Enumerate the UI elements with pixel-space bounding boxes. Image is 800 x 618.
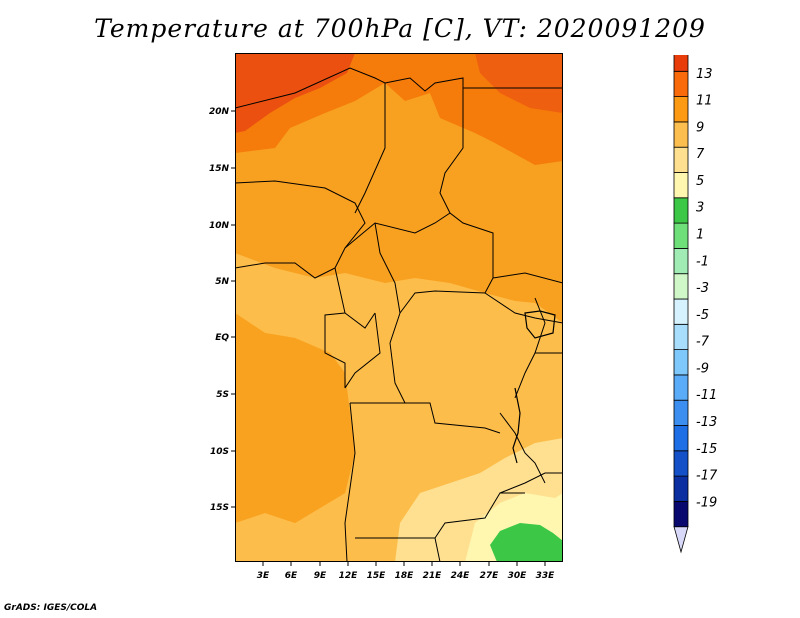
colorbar-cell [673, 399, 689, 426]
lat-label: 5N [215, 277, 229, 287]
colorbar: 15131197531-1-3-5-7-9-11-13-15-17-19 [673, 55, 718, 554]
lat-label: 15S [210, 503, 229, 513]
colorbar-label: 11 [696, 94, 713, 109]
green-patch [490, 523, 563, 562]
colorbar-cell [673, 475, 689, 502]
lon-label: 33E [536, 571, 556, 581]
colorbar-label: -17 [696, 469, 718, 484]
colorbar-label: 3 [696, 201, 704, 216]
colorbar-label: -11 [696, 388, 717, 403]
colorbar-cell [673, 172, 689, 199]
colorbar-cell [673, 500, 689, 528]
lon-label: 6E [285, 571, 298, 581]
colorbar-cell [673, 349, 689, 376]
colorbar-label: -7 [696, 335, 710, 350]
temperature-map [235, 53, 563, 562]
chart-title: Temperature at 700hPa [C], VT: 202009120… [94, 14, 706, 43]
colorbar-cell [673, 374, 689, 401]
colorbar-cell [673, 222, 689, 249]
credit-text: GrADS: IGES/COLA [4, 603, 98, 613]
lon-label: 24E [451, 571, 471, 581]
colorbar-cell [673, 323, 689, 350]
lat-label: EQ [215, 333, 229, 343]
colorbar-cells [673, 55, 689, 554]
colorbar-label: 9 [696, 120, 704, 135]
lat-label: 20N [209, 107, 230, 117]
colorbar-cell [673, 55, 689, 72]
colorbar-label: -9 [696, 361, 709, 376]
lat-label: 15N [209, 164, 230, 174]
lon-label: 27E [480, 571, 500, 581]
lon-label: 12E [339, 571, 359, 581]
colorbar-cell [673, 121, 689, 148]
colorbar-label: -5 [696, 308, 709, 323]
lon-label: 9E [314, 571, 327, 581]
colorbar-label: 7 [696, 147, 705, 162]
lat-label: 10N [209, 221, 230, 231]
colorbar-label: -1 [696, 254, 709, 269]
colorbar-cell [673, 247, 689, 275]
colorbar-cell [673, 197, 689, 224]
hot-region-ne [475, 53, 563, 113]
lon-label: 18E [395, 571, 415, 581]
lon-label: 21E [423, 571, 443, 581]
colorbar-cell [673, 425, 689, 452]
colorbar-cell [673, 70, 689, 97]
colorbar-cell [673, 273, 689, 300]
colorbar-label: 13 [696, 67, 713, 82]
colorbar-label: -15 [696, 442, 717, 457]
colorbar-end-triangle [673, 526, 689, 554]
map-frame [235, 53, 563, 562]
colorbar-cell [673, 96, 689, 123]
lake-outlines [512, 310, 556, 464]
colorbar-label: -3 [696, 281, 709, 296]
west-central-tongue [235, 313, 355, 523]
colorbar-label: -19 [696, 495, 717, 510]
lon-label: 30E [508, 571, 528, 581]
colorbar-label: 5 [696, 174, 704, 189]
colorbar-cell [673, 146, 689, 173]
lon-label: 3E [257, 571, 270, 581]
lat-label: 5S [216, 390, 229, 400]
colorbar-cell [673, 298, 689, 325]
lon-label: 15E [367, 571, 387, 581]
lat-label: 10S [210, 447, 229, 457]
colorbar-cell [673, 450, 689, 477]
colorbar-label: 1 [696, 228, 704, 243]
colorbar-label: -13 [696, 415, 717, 430]
axis-ticks [231, 110, 546, 566]
colorbar-labels: 15131197531-1-3-5-7-9-11-13-15-17-19 [696, 67, 718, 511]
